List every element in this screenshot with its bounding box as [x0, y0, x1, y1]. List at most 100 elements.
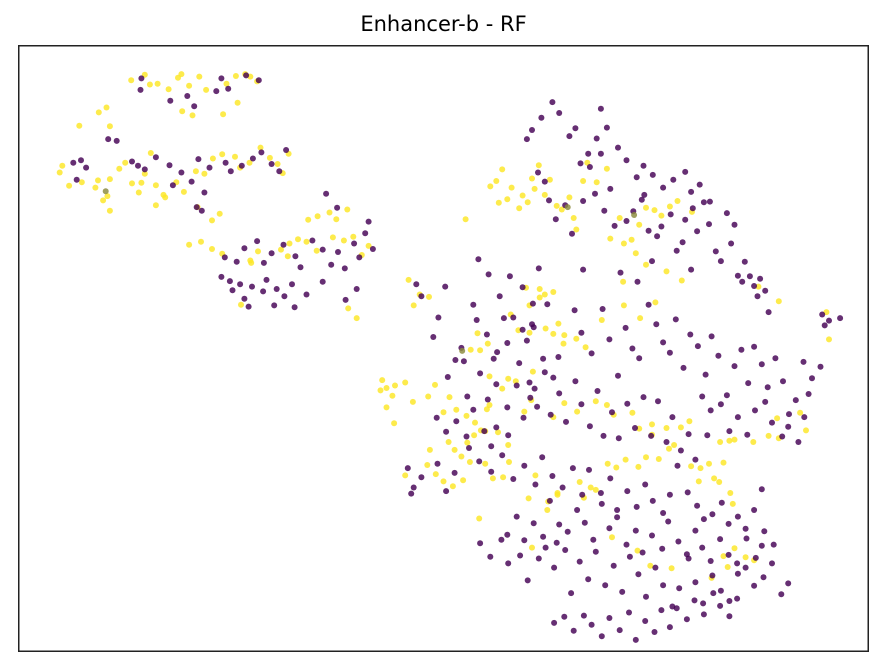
scatter-point-class-0 [260, 259, 267, 266]
scatter-point-class-0 [677, 447, 684, 454]
scatter-point-class-1 [474, 330, 481, 337]
scatter-point-class-0 [356, 254, 363, 261]
scatter-point-class-1 [274, 161, 281, 167]
scatter-point-class-0 [249, 283, 255, 290]
scatter-point-class-1 [365, 242, 372, 249]
scatter-point-class-0 [291, 304, 298, 311]
scatter-point-class-0 [578, 401, 585, 408]
scatter-point-class-1 [196, 73, 203, 80]
scatter-point-class-0 [734, 560, 741, 567]
scatter-point-class-0 [633, 174, 640, 181]
scatter-point-class-0 [578, 329, 585, 336]
scatter-point-class-1 [561, 332, 568, 339]
scatter-point-class-1 [154, 80, 161, 87]
scatter-point-class-0 [731, 221, 738, 228]
scatter-point-class-0 [576, 558, 583, 565]
scatter-point-class-1 [135, 189, 142, 196]
scatter-point-class-0 [552, 216, 559, 223]
scatter-point-class-0 [601, 207, 608, 214]
scatter-point-class-1 [797, 409, 804, 416]
scatter-point-class-0 [603, 124, 610, 131]
scatter-point-class-0 [649, 171, 656, 178]
scatter-point-class-1 [620, 302, 627, 309]
scatter-point-class-0 [530, 324, 537, 331]
scatter-point-class-0 [521, 462, 528, 469]
scatter-point-class-0 [660, 582, 667, 589]
scatter-point-class-0 [464, 393, 471, 400]
scatter-point-class-0 [571, 307, 578, 314]
scatter-point-class-1 [471, 432, 478, 439]
scatter-point-class-0 [801, 414, 808, 421]
scatter-point-class-0 [435, 314, 442, 321]
scatter-point-class-1 [663, 425, 670, 431]
scatter-point-class-1 [495, 429, 501, 436]
scatter-point-class-0 [746, 273, 753, 280]
scatter-point-class-0 [641, 191, 648, 198]
scatter-point-class-0 [762, 398, 769, 405]
scatter-point-class-0 [152, 154, 159, 161]
scatter-point-class-1 [580, 178, 587, 184]
scatter-point-class-0 [626, 609, 632, 616]
scatter-point-class-0 [742, 525, 749, 532]
scatter-point-class-0 [606, 525, 613, 532]
scatter-point-class-0 [606, 615, 613, 621]
scatter-point-class-0 [551, 619, 558, 626]
scatter-point-class-0 [289, 281, 295, 288]
scatter-point-class-0 [758, 542, 765, 549]
scatter-point-class-1 [223, 80, 230, 87]
scatter-point-class-1 [695, 478, 702, 485]
scatter-point-class-0 [689, 205, 696, 212]
scatter-point-class-1 [78, 179, 85, 186]
scatter-point-class-0 [281, 293, 288, 300]
scatter-point-class-1 [432, 471, 439, 478]
scatter-point-class-1 [535, 162, 542, 169]
scatter-point-class-0 [538, 114, 545, 121]
scatter-point-class-0 [532, 481, 539, 488]
scatter-point-class-0 [607, 475, 614, 482]
scatter-point-class-0 [546, 197, 552, 204]
scatter-point-class-0 [615, 144, 621, 151]
scatter-point-class-0 [540, 355, 547, 362]
scatter-point-class-0 [505, 432, 512, 439]
scatter-point-class-1 [106, 123, 113, 130]
scatter-point-class-0 [254, 238, 261, 245]
scatter-point-class-0 [602, 582, 609, 589]
scatter-point-class-0 [717, 401, 724, 408]
scatter-point-class-0 [551, 564, 558, 571]
scatter-point-class-0 [477, 370, 484, 377]
scatter-point-class-0 [673, 605, 680, 612]
scatter-point-class-1 [464, 439, 471, 446]
scatter-point-class-1 [637, 315, 644, 322]
scatter-point-class-1 [209, 217, 215, 224]
scatter-point-class-0 [241, 295, 248, 302]
scatter-point-class-0 [569, 465, 576, 472]
scatter-point-class-1 [100, 197, 107, 204]
scatter-point-class-0 [283, 147, 290, 153]
scatter-point-class-0 [710, 590, 717, 597]
scatter-point-class-1 [489, 475, 496, 482]
plot-frame [18, 45, 869, 652]
scatter-point-class-1 [651, 207, 658, 214]
scatter-point-class-0 [574, 507, 581, 513]
scatter-point-class-0 [728, 240, 735, 247]
scatter-point-class-0 [404, 465, 411, 472]
scatter-point-class-1 [643, 261, 649, 268]
scatter-point-class-0 [227, 168, 234, 175]
scatter-point-class-1 [519, 192, 526, 199]
scatter-point-class-0 [519, 284, 526, 291]
scatter-point-class-0 [707, 558, 714, 564]
scatter-point-class-0 [178, 169, 185, 176]
scatter-point-class-1 [765, 432, 772, 439]
scatter-point-class-0 [667, 211, 674, 218]
scatter-point-class-0 [785, 423, 792, 430]
scatter-point-class-0 [166, 162, 173, 169]
scatter-point-class-0 [675, 538, 682, 545]
scatter-point-class-0 [636, 355, 643, 362]
scatter-point-class-0 [319, 278, 326, 285]
scatter-point-class-0 [206, 164, 213, 171]
scatter-point-class-1 [532, 472, 539, 479]
scatter-point-class-0 [499, 452, 506, 459]
scatter-point-class-1 [462, 216, 469, 223]
scatter-point-class-1 [449, 483, 456, 490]
scatter-point-class-0 [645, 301, 652, 308]
